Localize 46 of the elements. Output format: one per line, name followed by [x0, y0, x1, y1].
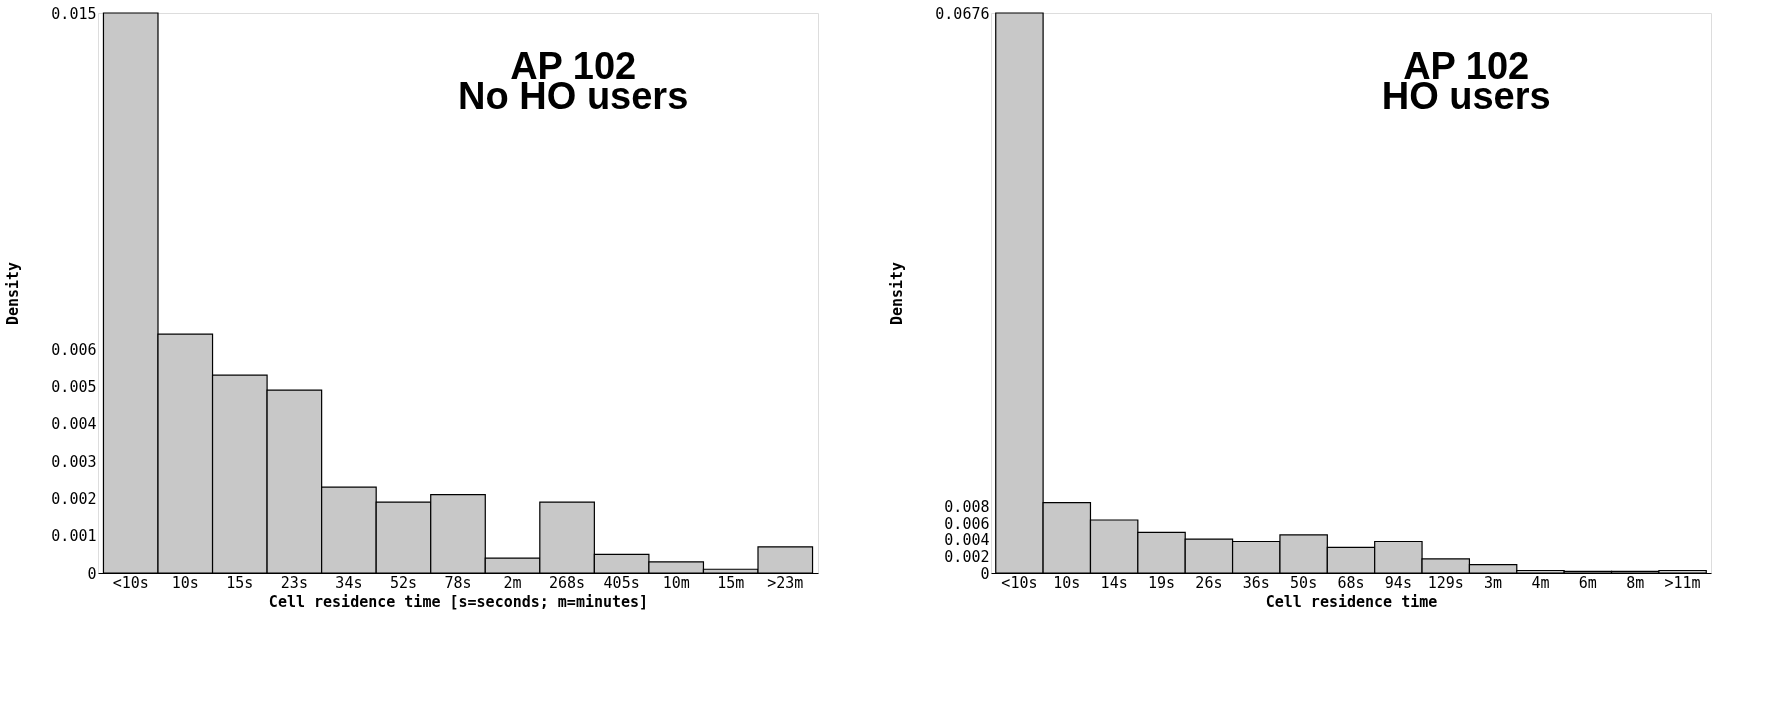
x-tick-label: 10s — [171, 573, 199, 592]
x-tick-label: 68s — [1337, 573, 1365, 592]
x-tick-label: 8m — [1626, 573, 1645, 592]
x-tick-label: >23m — [767, 573, 804, 592]
x-tick-label: 15m — [717, 573, 745, 592]
y-tick-label: 0.002 — [51, 489, 97, 508]
y-tick-label: 0.006 — [944, 514, 990, 533]
y-axis-title: Density — [4, 261, 23, 326]
x-tick-label: 26s — [1195, 573, 1223, 592]
x-tick-label: 23s — [280, 573, 308, 592]
x-tick-label: 94s — [1384, 573, 1412, 592]
y-tick-label: 0.002 — [944, 547, 990, 566]
y-axis-title: Density — [888, 261, 907, 326]
y-tick-label: 0.004 — [944, 531, 990, 550]
x-tick-label: 2m — [503, 573, 522, 592]
x-tick-label: 50s — [1290, 573, 1318, 592]
x-tick-label: 15s — [226, 573, 254, 592]
x-tick-label: 36s — [1242, 573, 1270, 592]
x-tick-label: 78s — [444, 573, 472, 592]
x-axis-title: Cell residence time [s=seconds; m=minutes] — [268, 592, 649, 611]
x-tick-label: 10m — [662, 573, 690, 592]
x-axis-title: Cell residence time — [1265, 592, 1438, 611]
y-tick-label: 0.006 — [51, 340, 97, 359]
y-tick-label: 0.0676 — [935, 4, 990, 23]
y-tick-label: 0.001 — [51, 527, 97, 546]
x-tick-label: 6m — [1578, 573, 1597, 592]
y-tick-label: 0.004 — [51, 415, 97, 434]
x-tick-label: <10s — [112, 573, 149, 592]
x-tick-label: 10s — [1053, 573, 1081, 592]
x-tick-label: >11m — [1664, 573, 1701, 592]
y-tick-label: 0.008 — [944, 498, 990, 517]
x-tick-label: 129s — [1427, 573, 1464, 592]
x-tick-label: <10s — [1001, 573, 1038, 592]
x-tick-label: 19s — [1147, 573, 1176, 592]
y-tick-label: 0.015 — [51, 4, 97, 23]
x-tick-label: 268s — [549, 573, 586, 592]
x-tick-label: 4m — [1531, 573, 1550, 592]
x-tick-label: 405s — [603, 573, 640, 592]
x-tick-label: 14s — [1100, 573, 1128, 592]
y-tick-label: 0.005 — [51, 377, 97, 396]
y-tick-label: 0 — [980, 564, 990, 583]
x-tick-label: 34s — [335, 573, 363, 592]
x-tick-label: 52s — [389, 573, 417, 592]
y-tick-label: 0.003 — [51, 452, 97, 471]
x-tick-label: 3m — [1484, 573, 1503, 592]
y-tick-label: 0 — [87, 564, 97, 583]
